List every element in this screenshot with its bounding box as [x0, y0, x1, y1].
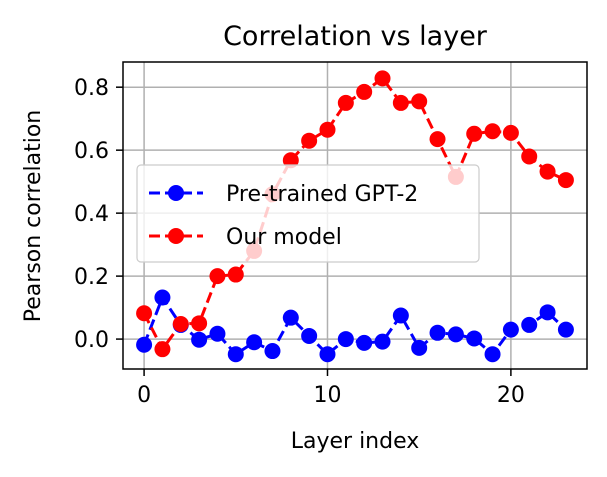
data-point — [502, 321, 519, 338]
data-point — [411, 339, 428, 356]
data-point — [191, 315, 208, 332]
x-axis-label: Layer index — [291, 429, 420, 454]
data-point — [319, 121, 336, 138]
data-point — [227, 266, 244, 283]
x-tick-label: 0 — [137, 383, 151, 408]
legend-label-our-model: Our model — [226, 225, 342, 250]
data-point — [447, 326, 464, 343]
data-point — [356, 83, 373, 100]
data-point — [319, 346, 336, 363]
data-point — [502, 124, 519, 141]
data-point — [172, 315, 189, 332]
data-point — [429, 324, 446, 341]
legend-marker-pretrained-gpt2 — [168, 185, 184, 201]
legend-box — [136, 164, 480, 263]
legend-label-pretrained-gpt2: Pre-trained GPT-2 — [226, 182, 418, 207]
data-point — [337, 331, 354, 348]
data-point — [374, 333, 391, 350]
y-tick-label: 0.6 — [74, 139, 109, 164]
x-tick-label: 20 — [497, 383, 525, 408]
y-axis-label: Pearson correlation — [21, 110, 46, 322]
data-point — [282, 152, 299, 169]
legend: Pre-trained GPT-2 Our model — [136, 164, 480, 263]
data-point — [392, 94, 409, 111]
data-point — [301, 132, 318, 149]
data-point — [557, 321, 574, 338]
y-tick-label: 0.8 — [74, 76, 109, 101]
data-point — [557, 172, 574, 189]
data-point — [191, 331, 208, 348]
y-axis-ticks: 0.0 0.2 0.4 0.6 0.8 — [74, 76, 123, 353]
chart-title: Correlation vs layer — [223, 21, 488, 52]
data-point — [136, 336, 153, 353]
data-point — [227, 346, 244, 363]
data-point — [466, 125, 483, 142]
legend-entry-our-model: Our model — [149, 225, 342, 250]
data-point — [374, 70, 391, 87]
data-point — [154, 341, 171, 358]
series-group — [136, 70, 574, 363]
y-tick-label: 0.4 — [74, 202, 109, 227]
plot-frame — [122, 61, 588, 370]
series-pre-trained-gpt-2 — [136, 289, 574, 363]
legend-marker-our-model — [168, 228, 184, 244]
data-point — [484, 346, 501, 363]
data-point — [484, 123, 501, 140]
x-axis-ticks: 0 10 20 — [137, 369, 525, 408]
data-point — [539, 304, 556, 321]
data-point — [246, 334, 263, 351]
series-our-model — [136, 70, 574, 358]
data-point — [429, 131, 446, 148]
data-point — [337, 94, 354, 111]
data-point — [209, 325, 226, 342]
data-point — [521, 148, 538, 165]
x-tick-label: 10 — [313, 383, 341, 408]
data-point — [209, 268, 226, 285]
data-point — [301, 327, 318, 344]
data-point — [264, 343, 281, 360]
y-tick-label: 0.2 — [74, 265, 109, 290]
data-point — [466, 330, 483, 347]
data-point — [411, 93, 428, 110]
data-point — [136, 305, 153, 322]
data-point — [356, 334, 373, 351]
data-point — [539, 163, 556, 180]
data-point — [154, 289, 171, 306]
data-point — [282, 309, 299, 326]
y-tick-label: 0.0 — [74, 328, 109, 353]
data-point — [392, 307, 409, 324]
legend-entry-pretrained-gpt2: Pre-trained GPT-2 — [149, 182, 418, 207]
data-point — [521, 316, 538, 333]
